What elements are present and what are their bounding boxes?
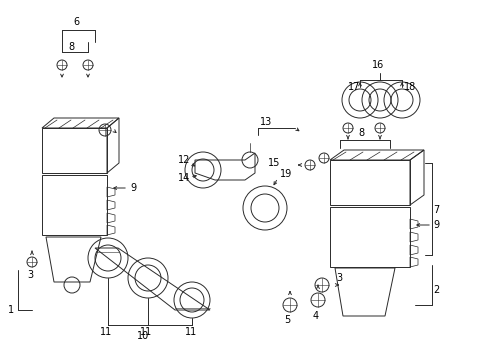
Text: 9: 9 [432,220,438,230]
Text: 14: 14 [178,173,190,183]
Text: 13: 13 [260,117,272,127]
Text: 7: 7 [432,205,438,215]
Text: 11: 11 [184,327,197,337]
Text: 5: 5 [284,315,290,325]
Text: 15: 15 [267,158,280,168]
Text: 17: 17 [347,82,360,92]
Text: 10: 10 [137,331,149,341]
Text: 2: 2 [432,285,438,295]
Text: 8: 8 [357,128,364,138]
Text: 8: 8 [68,42,74,52]
Text: 1: 1 [8,305,14,315]
Text: 9: 9 [130,183,136,193]
Text: 3: 3 [335,273,342,283]
Text: 19: 19 [280,169,292,179]
Text: 3: 3 [27,270,33,280]
Text: 6: 6 [73,17,79,27]
Text: 11: 11 [100,327,112,337]
Text: 11: 11 [140,327,152,337]
Text: 12: 12 [178,155,190,165]
Text: 4: 4 [312,311,319,321]
Text: 18: 18 [403,82,415,92]
Text: 16: 16 [371,60,384,70]
